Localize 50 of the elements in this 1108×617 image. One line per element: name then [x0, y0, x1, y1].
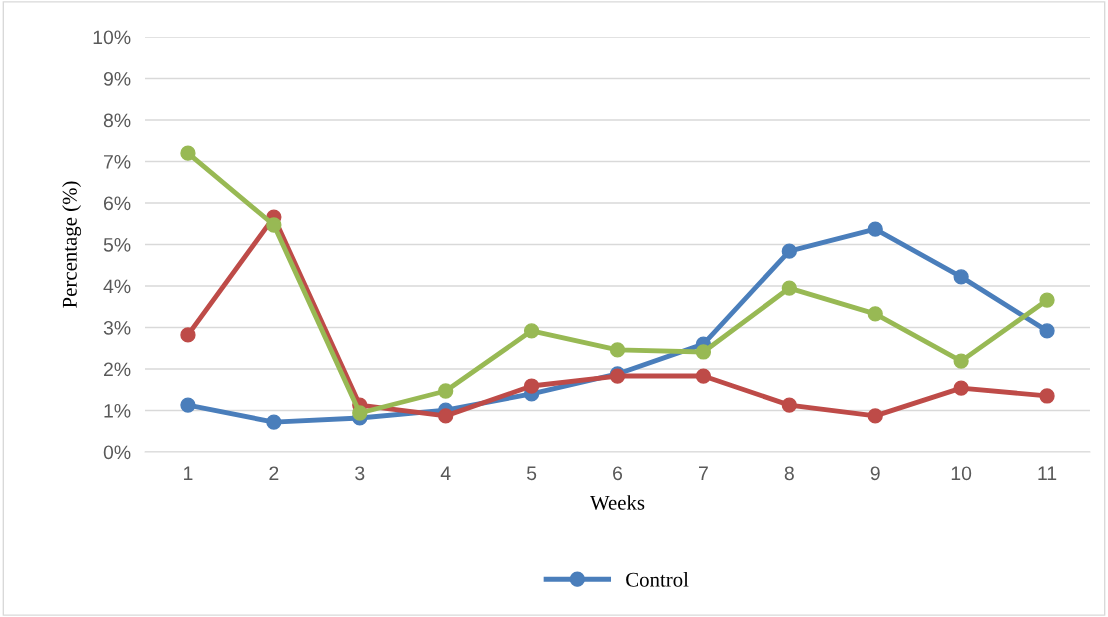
- point: [1039, 323, 1055, 339]
- x-tick-label: 9: [870, 466, 880, 481]
- y-tick-label: 6%: [104, 196, 131, 211]
- y-tick-label: 9%: [103, 71, 131, 86]
- point: [438, 383, 454, 399]
- y-tick-label: 8%: [103, 113, 131, 128]
- point: [695, 368, 712, 384]
- y-tick-label: 5%: [103, 238, 131, 252]
- point: [867, 408, 883, 424]
- point: [523, 323, 540, 339]
- point: [438, 408, 454, 424]
- y-tick-label: 10%: [93, 30, 131, 45]
- y-axis-title: Percentage (%): [62, 181, 82, 308]
- point: [695, 344, 712, 360]
- point: [180, 145, 196, 161]
- point: [781, 280, 797, 296]
- x-axis-title: Weeks: [590, 495, 645, 510]
- point: [609, 342, 626, 358]
- point: [523, 378, 540, 394]
- point: [266, 217, 282, 233]
- y-tick-label: 7%: [104, 155, 131, 169]
- point: [266, 414, 282, 430]
- y-tick-label: 1%: [104, 404, 131, 418]
- x-tick-label: 2: [269, 466, 279, 480]
- y-tick-label: 3%: [103, 320, 131, 335]
- point: [352, 405, 368, 421]
- x-tick-label: 10: [951, 466, 972, 481]
- point: [781, 243, 797, 259]
- point: [953, 353, 969, 369]
- point: [180, 327, 196, 343]
- x-tick-label: 11: [1038, 466, 1057, 480]
- point: [781, 397, 797, 413]
- x-tick-label: 7: [699, 466, 708, 480]
- point: [1039, 388, 1055, 404]
- x-tick-label: 3: [355, 466, 365, 481]
- point: [953, 269, 969, 285]
- legend-label: Control: [626, 572, 689, 587]
- x-tick-label: 4: [440, 466, 451, 480]
- y-tick-label: 2%: [103, 362, 131, 377]
- point: [867, 221, 883, 237]
- y-tick-label: 4%: [103, 279, 131, 294]
- x-tick-label: 1: [184, 466, 193, 480]
- point: [867, 306, 883, 322]
- x-tick-label: 8: [784, 466, 794, 481]
- point: [1039, 292, 1055, 308]
- point: [180, 397, 196, 413]
- x-tick-label: 6: [613, 466, 623, 481]
- x-tick-label: 5: [526, 466, 537, 481]
- y-tick-label: 0%: [103, 445, 131, 460]
- point: [953, 380, 969, 396]
